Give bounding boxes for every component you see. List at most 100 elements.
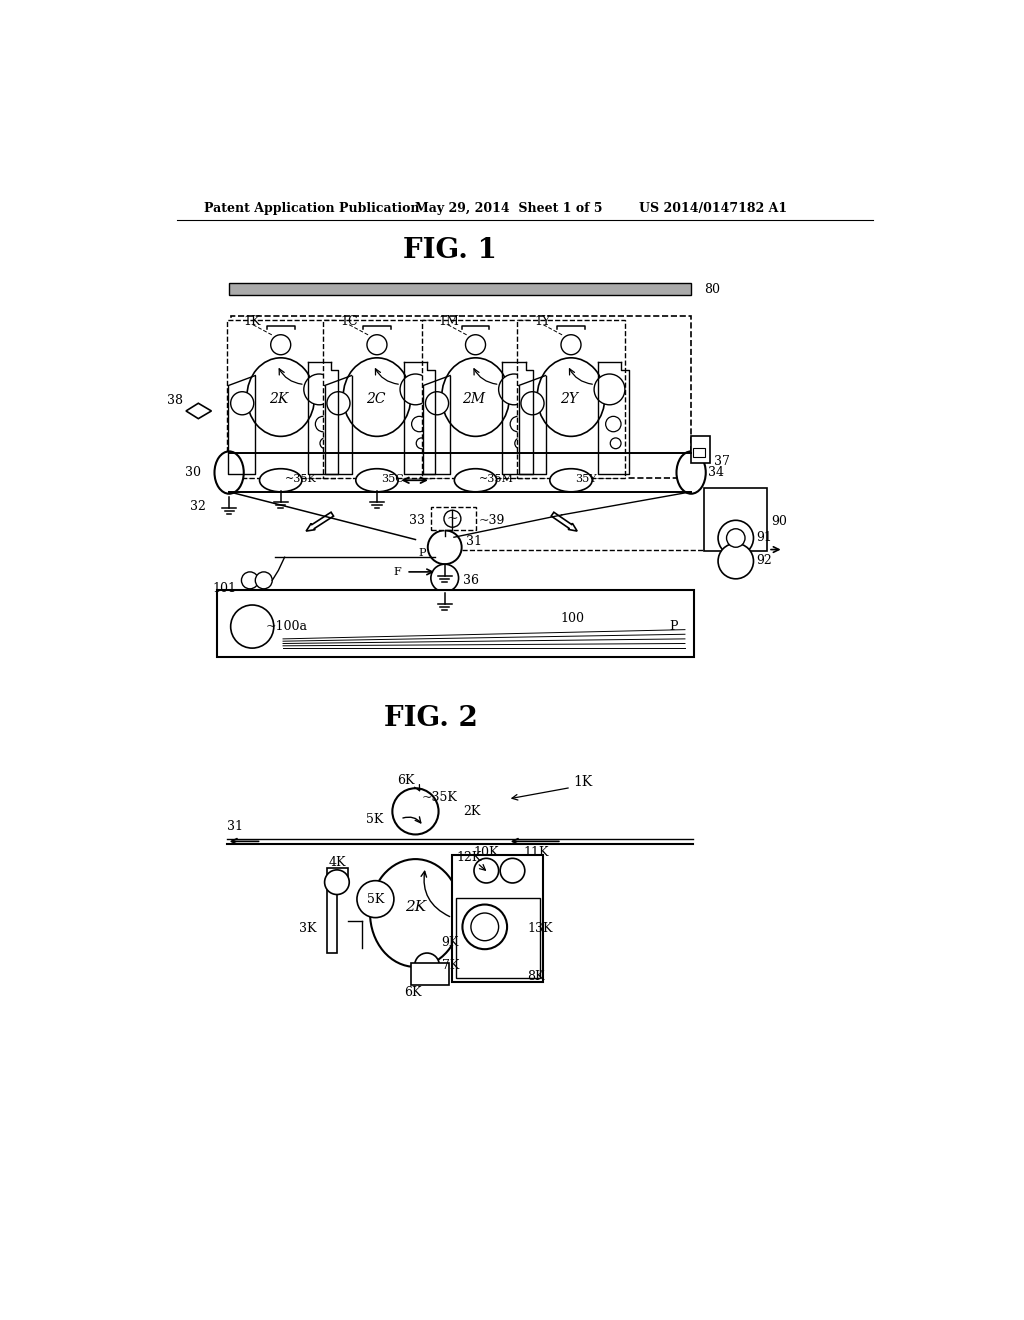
Text: FIG. 2: FIG. 2 [384, 705, 478, 733]
Text: 31: 31 [466, 536, 481, 548]
Circle shape [727, 529, 745, 548]
Ellipse shape [259, 469, 302, 492]
Text: 2K: 2K [269, 392, 289, 407]
Text: 35C: 35C [381, 474, 403, 483]
Text: 35Y: 35Y [574, 474, 596, 483]
Ellipse shape [355, 469, 398, 492]
Ellipse shape [677, 451, 706, 494]
Text: ~100a: ~100a [265, 620, 307, 634]
Text: 5K: 5K [366, 813, 383, 825]
Text: 2C: 2C [366, 392, 385, 407]
Circle shape [416, 438, 427, 449]
Circle shape [718, 544, 754, 579]
Bar [422, 321, 529, 478]
Circle shape [515, 438, 525, 449]
Ellipse shape [343, 358, 411, 437]
Text: 92: 92 [756, 554, 771, 566]
Bar [456, 898, 541, 978]
Text: 8K: 8K [527, 970, 545, 982]
Circle shape [561, 335, 581, 355]
Text: 2K: 2K [463, 805, 480, 818]
Ellipse shape [370, 859, 461, 966]
Text: 1Y: 1Y [535, 315, 550, 329]
Circle shape [242, 572, 258, 589]
Bar [229, 284, 691, 296]
Text: 10K: 10K [473, 846, 499, 859]
Text: 33: 33 [409, 513, 425, 527]
Circle shape [521, 392, 544, 414]
Text: 5K: 5K [367, 892, 384, 906]
Circle shape [594, 374, 625, 405]
Text: May 29, 2014  Sheet 1 of 5: May 29, 2014 Sheet 1 of 5 [416, 202, 603, 215]
Bar [229, 284, 691, 296]
Ellipse shape [538, 358, 605, 437]
Text: ~: ~ [446, 512, 458, 525]
Bar [226, 321, 335, 478]
Ellipse shape [463, 904, 507, 949]
Text: FIG. 1: FIG. 1 [403, 238, 497, 264]
Text: ~39: ~39 [478, 513, 505, 527]
Text: 2M: 2M [463, 392, 485, 407]
Bar [323, 321, 431, 478]
Circle shape [367, 335, 387, 355]
Circle shape [325, 870, 349, 895]
Text: 4K: 4K [328, 857, 346, 870]
Ellipse shape [441, 358, 509, 437]
Ellipse shape [471, 913, 499, 941]
Text: ~35M: ~35M [479, 474, 514, 483]
Circle shape [304, 374, 335, 405]
Polygon shape [186, 404, 211, 418]
Bar [693, 447, 705, 457]
Circle shape [392, 788, 438, 834]
Circle shape [327, 392, 350, 414]
Text: 11K: 11K [523, 846, 549, 859]
Bar [705, 488, 767, 552]
Text: 7K: 7K [442, 958, 460, 972]
Circle shape [610, 438, 621, 449]
Text: 91: 91 [756, 531, 772, 544]
Text: 6K: 6K [397, 774, 415, 787]
Circle shape [412, 416, 427, 432]
Bar [453, 855, 544, 982]
Circle shape [357, 880, 394, 917]
Text: 12K: 12K [457, 851, 482, 865]
Circle shape [428, 531, 462, 564]
Text: 36: 36 [463, 574, 479, 587]
Text: 90: 90 [771, 515, 787, 528]
Text: 100: 100 [560, 612, 585, 626]
Text: 13K: 13K [527, 921, 553, 935]
Text: 80: 80 [705, 282, 720, 296]
Text: 2K: 2K [404, 900, 426, 913]
Text: 1K: 1K [573, 775, 593, 789]
Circle shape [415, 953, 439, 978]
Text: 1C: 1C [340, 315, 357, 329]
Text: 34: 34 [708, 466, 724, 479]
Ellipse shape [550, 469, 592, 492]
Text: 1K: 1K [244, 315, 261, 329]
Polygon shape [551, 512, 578, 531]
Text: 38: 38 [167, 395, 183, 408]
Circle shape [718, 520, 754, 556]
Polygon shape [327, 869, 348, 953]
Text: P: P [669, 620, 678, 634]
Text: Patent Application Publication: Patent Application Publication [204, 202, 419, 215]
Circle shape [431, 564, 459, 591]
Circle shape [500, 858, 525, 883]
Circle shape [474, 858, 499, 883]
Text: 101: 101 [213, 582, 237, 594]
Circle shape [270, 335, 291, 355]
Circle shape [255, 572, 272, 589]
Circle shape [425, 392, 449, 414]
Text: P: P [418, 548, 425, 558]
Bar [411, 964, 450, 985]
Circle shape [605, 416, 621, 432]
Circle shape [319, 438, 331, 449]
Text: 2Y: 2Y [560, 392, 579, 407]
Bar [230, 317, 691, 478]
Circle shape [444, 511, 461, 527]
Text: 3K: 3K [299, 921, 316, 935]
Ellipse shape [455, 469, 497, 492]
Circle shape [466, 335, 485, 355]
Text: 37: 37 [714, 454, 730, 467]
Text: 32: 32 [190, 500, 206, 513]
